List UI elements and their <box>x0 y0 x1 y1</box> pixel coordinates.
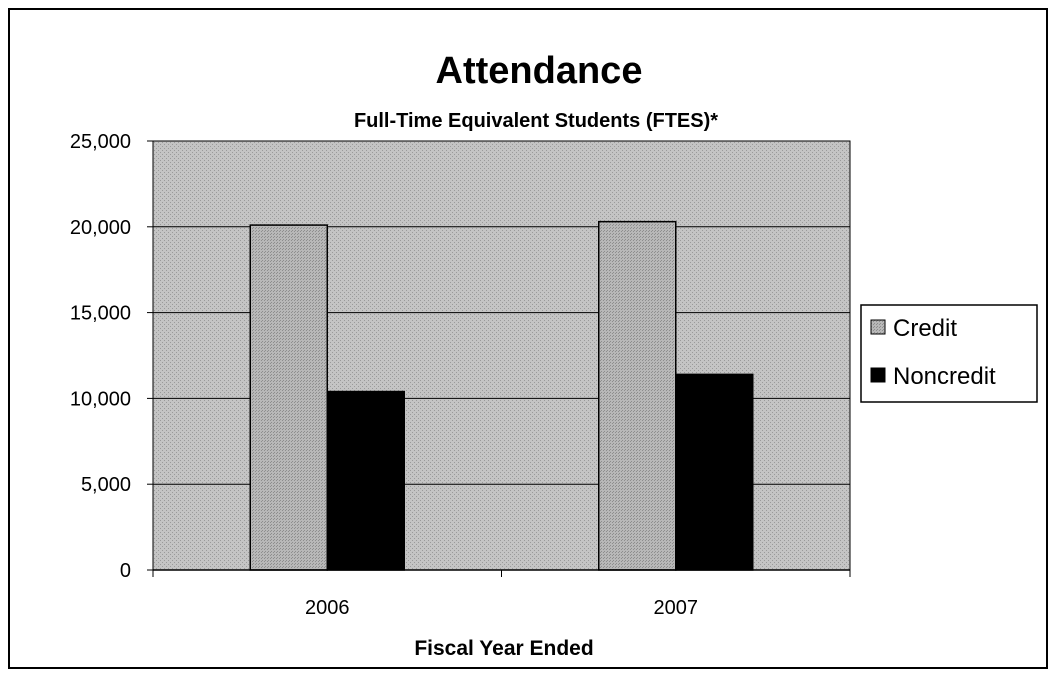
bar-noncredit-2006 <box>326 390 405 571</box>
y-tick-label: 15,000 <box>70 303 131 325</box>
bars <box>249 220 754 571</box>
y-axis: 0 5,000 10,000 15,000 20,000 25,000 <box>70 131 153 582</box>
y-tick-label: 0 <box>120 560 131 582</box>
y-tick-label: 25,000 <box>70 131 131 153</box>
legend: Credit Noncredit <box>860 304 1038 403</box>
x-tick-label: 2006 <box>305 597 350 619</box>
bar-credit-2007 <box>598 220 677 571</box>
bar-noncredit-2007 <box>675 373 754 571</box>
legend-box <box>860 304 1038 403</box>
legend-label: Credit <box>893 315 957 342</box>
legend-swatch <box>870 367 886 383</box>
y-tick-label: 10,000 <box>70 388 131 410</box>
x-axis-title: Fiscal Year Ended <box>414 637 593 660</box>
y-tick-label: 20,000 <box>70 217 131 239</box>
legend-label: Noncredit <box>893 363 996 390</box>
x-tick-label: 2007 <box>654 597 699 619</box>
bar-credit-2006 <box>249 224 328 571</box>
chart-title: Attendance <box>436 50 643 92</box>
chart-subtitle: Full-Time Equivalent Students (FTES)* <box>354 110 718 132</box>
y-tick-label: 5,000 <box>81 474 131 496</box>
legend-swatch <box>870 319 886 335</box>
x-axis: 2006 2007 <box>152 569 851 619</box>
